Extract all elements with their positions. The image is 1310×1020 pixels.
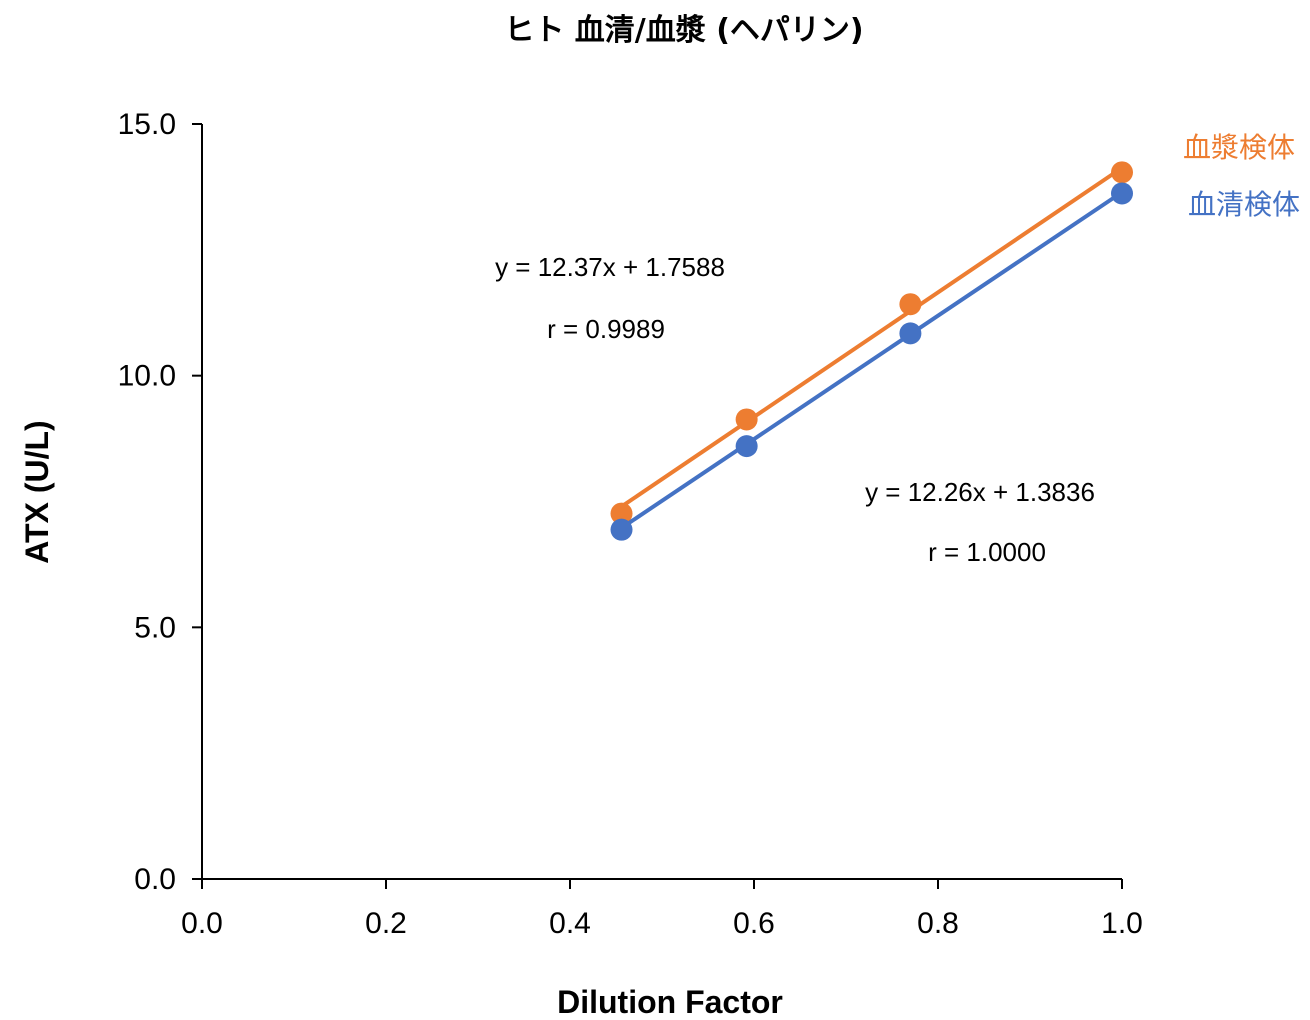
series <box>610 161 1133 541</box>
data-point <box>1111 161 1133 184</box>
data-point <box>899 322 922 345</box>
x-axis-title: Dilution Factor <box>557 984 783 1020</box>
axes <box>192 123 1123 889</box>
data-point <box>735 435 758 458</box>
data-point <box>899 293 922 316</box>
tick-labels: 0.0 5.0 10.0 15.0 0.0 0.2 0.4 0.6 0.8 1.0 <box>118 108 1143 940</box>
x-tick-label: 0.4 <box>549 907 591 940</box>
y-tick-label: 15.0 <box>118 108 176 141</box>
y-tick-label: 5.0 <box>134 611 176 644</box>
y-tick-label: 0.0 <box>134 863 176 896</box>
serum-equation-label: y = 12.26x + 1.3836 <box>865 477 1095 507</box>
plasma-equation-label: y = 12.37x + 1.7588 <box>495 252 725 282</box>
x-tick-label: 1.0 <box>1101 907 1143 940</box>
y-axis-title: ATX (U/L) <box>19 420 55 563</box>
trendline-1 <box>619 190 1124 530</box>
data-point <box>735 408 758 431</box>
legend-serum-label: 血清検体 <box>1188 188 1300 221</box>
x-tick-label: 0.6 <box>733 907 775 940</box>
plasma-r-label: r = 0.9989 <box>547 314 665 344</box>
legend-plasma-label: 血漿検体 <box>1183 131 1295 164</box>
x-tick-label: 0.2 <box>365 907 407 940</box>
data-point <box>610 502 633 525</box>
trendline-0 <box>619 165 1124 509</box>
series-0 <box>610 161 1133 525</box>
data-point <box>1111 182 1133 205</box>
y-tick-label: 10.0 <box>118 360 176 393</box>
data-point <box>610 518 633 541</box>
x-tick-label: 0.0 <box>181 907 223 940</box>
series-1 <box>610 182 1133 541</box>
serum-r-label: r = 1.0000 <box>928 537 1046 567</box>
chart-title: ヒト 血清/血漿 (ヘパリン) <box>504 13 863 48</box>
x-tick-label: 0.8 <box>917 907 959 940</box>
